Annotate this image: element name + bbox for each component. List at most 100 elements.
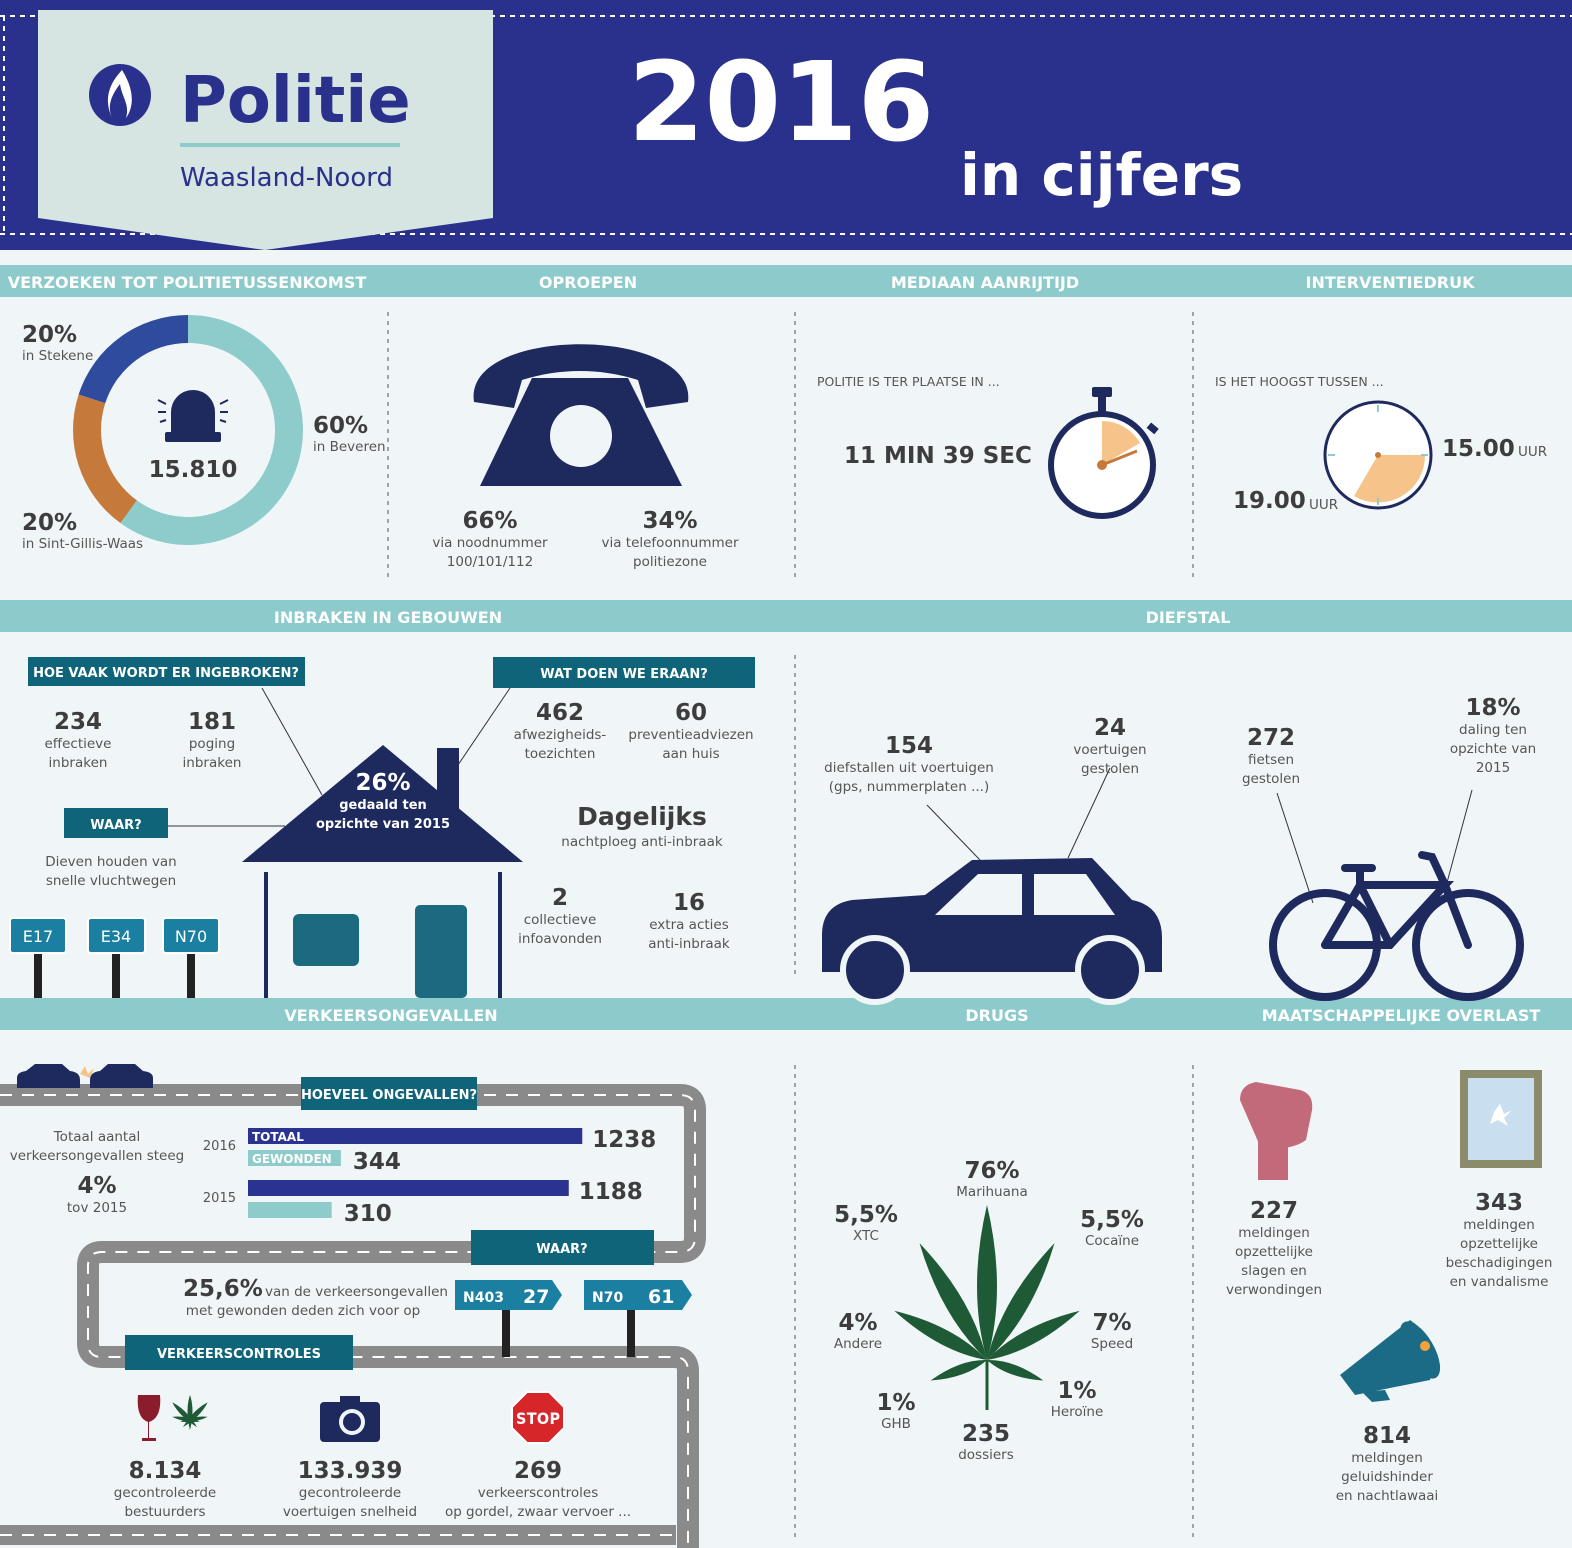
segment-label: 20% bbox=[22, 510, 77, 536]
stat-value: 4% bbox=[838, 1310, 877, 1336]
car-icon bbox=[843, 938, 907, 1002]
segment-label: 60% bbox=[313, 413, 368, 439]
unit: UUR bbox=[1518, 444, 1547, 460]
stat-value: 133.939 bbox=[298, 1458, 403, 1484]
caption: Andere bbox=[834, 1336, 882, 1352]
stat-value: 2 bbox=[552, 885, 568, 911]
siren-icon bbox=[171, 390, 215, 432]
caption: meldingen bbox=[1463, 1217, 1535, 1233]
caption: via noodnummer bbox=[432, 535, 548, 551]
caption: afwezigheids- bbox=[514, 727, 607, 743]
caption: collectieve bbox=[524, 912, 597, 928]
caption: opzettelijke bbox=[1235, 1244, 1313, 1260]
caption: daling ten bbox=[1459, 722, 1527, 738]
stat-value: 1% bbox=[876, 1390, 915, 1416]
bar-value: 1188 bbox=[579, 1179, 643, 1205]
stat-value: 34% bbox=[642, 508, 697, 534]
section-bars bbox=[0, 600, 1572, 632]
caption: gestolen bbox=[1081, 761, 1139, 777]
caption: Dieven houden van bbox=[45, 854, 177, 870]
caption: (gps, nummerplaten ...) bbox=[829, 779, 989, 795]
caption: verkeerscontroles bbox=[478, 1485, 599, 1501]
caption: geluidshinder bbox=[1341, 1469, 1433, 1485]
stat-value: 227 bbox=[1250, 1198, 1298, 1224]
caption: opzettelijke bbox=[1460, 1236, 1538, 1252]
stat-value: 5,5% bbox=[1080, 1207, 1144, 1233]
caption: GHB bbox=[881, 1416, 911, 1432]
section-title: MAATSCHAPPELIJKE OVERLAST bbox=[1262, 1006, 1541, 1025]
caption: 2015 bbox=[1476, 760, 1510, 776]
caption: effectieve bbox=[45, 736, 112, 752]
box-label: WAAR? bbox=[90, 818, 141, 833]
caption: en vandalisme bbox=[1450, 1274, 1549, 1290]
stat-value: 18% bbox=[1465, 695, 1520, 721]
caption: aan huis bbox=[662, 746, 719, 762]
caption: op gordel, zwaar vervoer ... bbox=[445, 1504, 631, 1520]
box-label: HOEVEEL ONGEVALLEN? bbox=[301, 1088, 477, 1103]
section-title: DRUGS bbox=[965, 1006, 1028, 1025]
megaphone-icon bbox=[1420, 1341, 1430, 1351]
segment-place: in Sint-Gillis-Waas bbox=[22, 536, 143, 552]
caption: van de verkeersongevallen bbox=[265, 1284, 448, 1300]
road-count: 27 bbox=[523, 1286, 549, 1308]
stopwatch-icon bbox=[1097, 460, 1107, 470]
caption: fietsen bbox=[1248, 752, 1294, 768]
caption: Totaal aantal bbox=[53, 1129, 141, 1145]
section-title: VERZOEKEN TOT POLITIETUSSENKOMST bbox=[8, 273, 367, 292]
caption: opzichte van bbox=[1450, 741, 1536, 757]
house-icon bbox=[293, 914, 359, 966]
caption: met gewonden deden zich voor op bbox=[186, 1303, 420, 1319]
stopwatch-icon bbox=[1092, 387, 1112, 397]
caption: slagen en bbox=[1241, 1263, 1307, 1279]
stat-value: 234 bbox=[54, 709, 102, 735]
stopwatch-icon bbox=[1098, 396, 1106, 412]
stat-value: 1% bbox=[1057, 1378, 1096, 1404]
caption: inbraken bbox=[49, 755, 108, 771]
caption: poging bbox=[189, 736, 235, 752]
traffic-boxes bbox=[627, 1310, 635, 1357]
box-label: VERKEERSCONTROLES bbox=[157, 1347, 321, 1362]
stat-value: 24 bbox=[1094, 715, 1126, 741]
section-title: DIEFSTAL bbox=[1146, 608, 1231, 627]
caption: meldingen bbox=[1238, 1225, 1310, 1241]
caption: toezichten bbox=[525, 746, 596, 762]
caption: gestolen bbox=[1242, 771, 1300, 787]
bar-value: 1238 bbox=[592, 1127, 656, 1153]
caption: 100/101/112 bbox=[447, 554, 533, 570]
year: 2016 bbox=[628, 38, 934, 166]
road-label: N403 bbox=[463, 1290, 504, 1306]
stat-value: 269 bbox=[514, 1458, 562, 1484]
response-time: 11 MIN 39 SEC bbox=[844, 443, 1032, 469]
caption: diefstallen uit voertuigen bbox=[824, 760, 994, 776]
car-icon bbox=[1078, 938, 1142, 1002]
stat-value: 26% bbox=[355, 770, 410, 796]
caption: verkeersongevallen steeg bbox=[10, 1148, 185, 1164]
bar bbox=[248, 1202, 332, 1218]
box-label: HOE VAAK WORDT ER INGEBROKEN? bbox=[33, 666, 299, 681]
segment-label: 20% bbox=[22, 322, 77, 348]
time-to: 19.00 bbox=[1233, 488, 1306, 514]
caption: Speed bbox=[1091, 1336, 1133, 1352]
road-signs bbox=[187, 953, 195, 998]
caption: bestuurders bbox=[124, 1504, 205, 1520]
time-from: 15.00 bbox=[1442, 436, 1515, 462]
caption: inbraken bbox=[183, 755, 242, 771]
unit: UUR bbox=[1309, 497, 1338, 513]
traffic-boxes bbox=[502, 1310, 510, 1357]
house-icon bbox=[415, 905, 467, 998]
clock-icon bbox=[1325, 402, 1431, 508]
stat-value: 235 bbox=[962, 1421, 1010, 1447]
caption: snelle vluchtwegen bbox=[46, 873, 176, 889]
caption: nachtploeg anti-inbraak bbox=[561, 834, 723, 850]
stat-value: 66% bbox=[462, 508, 517, 534]
stat-value: 272 bbox=[1247, 725, 1295, 751]
caption: XTC bbox=[853, 1228, 879, 1244]
bar bbox=[248, 1180, 569, 1196]
section-title: INBRAKEN IN GEBOUWEN bbox=[274, 608, 502, 627]
stat-value: 60 bbox=[675, 700, 707, 726]
section-title: VERKEERSONGEVALLEN bbox=[284, 1006, 497, 1025]
lead: IS HET HOOGST TUSSEN ... bbox=[1215, 374, 1384, 389]
section-title: INTERVENTIEDRUK bbox=[1306, 273, 1476, 292]
stat-value: 25,6% bbox=[183, 1276, 263, 1302]
caption: politiezone bbox=[633, 554, 707, 570]
